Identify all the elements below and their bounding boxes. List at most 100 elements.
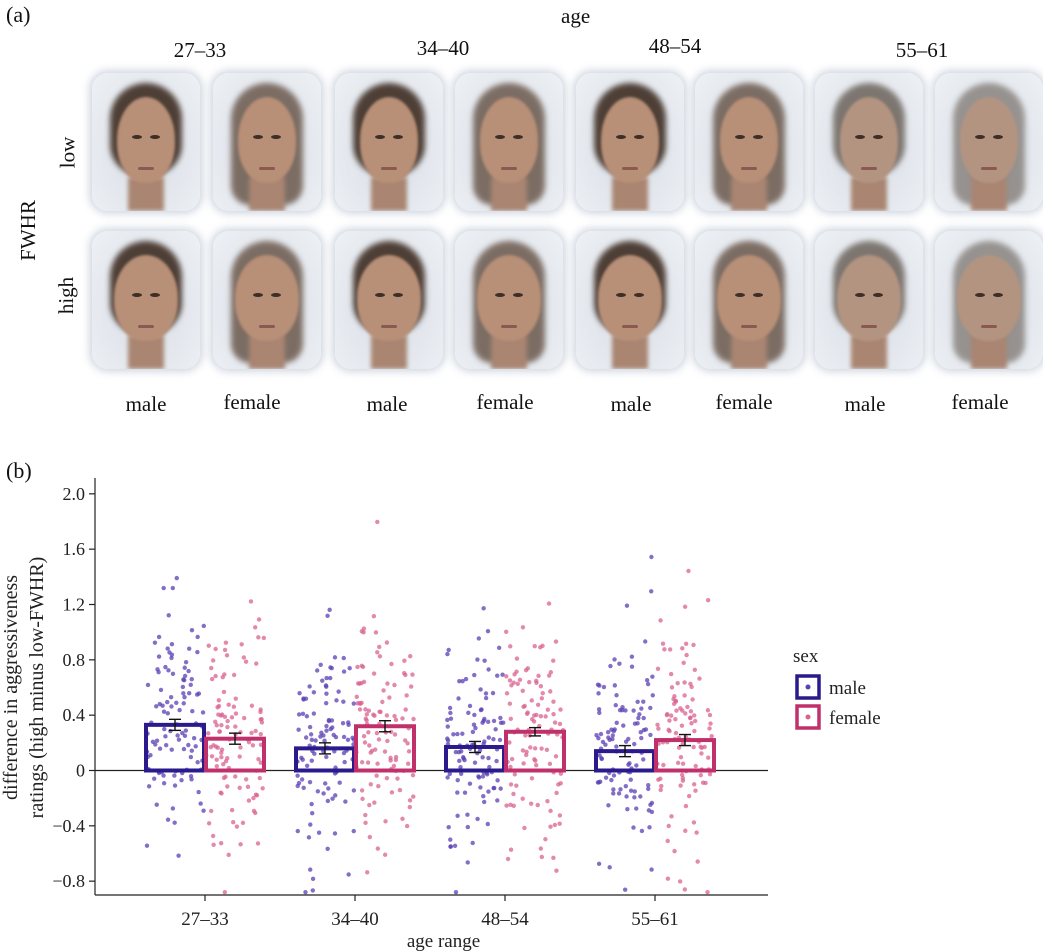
data-point-female (546, 601, 552, 606)
data-point-male (166, 668, 171, 673)
data-point-female (691, 782, 697, 787)
data-point-male (481, 799, 487, 805)
data-point-male (458, 765, 463, 770)
data-point-female (250, 743, 256, 748)
data-point-female (533, 758, 538, 763)
data-point-female (364, 712, 370, 717)
data-point-male (341, 699, 346, 704)
data-point-male (300, 711, 306, 717)
data-point-male (309, 737, 315, 743)
data-point-male (472, 672, 477, 678)
data-point-female (673, 730, 679, 736)
data-point-male (622, 887, 628, 892)
data-point-female (548, 824, 553, 829)
data-point-female (217, 729, 222, 734)
data-point-male (329, 718, 335, 723)
sex-label-1: male (125, 392, 167, 416)
data-point-female (393, 754, 399, 760)
data-point-female (260, 786, 265, 791)
data-point-male (455, 813, 460, 818)
data-point-male (606, 803, 611, 808)
data-point-male (323, 781, 328, 786)
data-point-male (311, 711, 317, 716)
data-point-female (395, 776, 400, 781)
panel-a-label: (a) (6, 2, 31, 27)
data-point-male (189, 628, 195, 633)
data-point-female (214, 757, 219, 762)
data-point-male (643, 727, 649, 732)
legend-swatch-male (795, 674, 821, 700)
data-point-female (705, 708, 711, 713)
data-point-male (472, 712, 477, 718)
data-point-female (223, 640, 229, 645)
data-point-female (522, 825, 527, 831)
data-point-female (258, 717, 263, 722)
y-tick-label: 2.0 (63, 484, 86, 504)
data-point-male (471, 722, 477, 727)
data-point-female (209, 676, 215, 682)
data-point-male (482, 658, 487, 663)
data-point-male (181, 691, 186, 696)
data-point-male (161, 773, 166, 778)
data-point-female (388, 755, 393, 761)
data-point-female (371, 671, 377, 676)
data-point-male (190, 708, 195, 714)
data-point-female (355, 664, 360, 670)
data-point-male (455, 778, 460, 783)
data-point-female (237, 785, 242, 791)
face-high-female-2 (455, 231, 563, 369)
data-point-male (617, 661, 622, 666)
data-point-female (400, 716, 405, 721)
data-point-female (245, 784, 251, 789)
data-point-female (251, 795, 256, 801)
data-point-male (161, 709, 167, 714)
data-point-female (660, 641, 666, 646)
data-point-female (225, 718, 230, 724)
data-point-female (211, 842, 216, 847)
data-point-female (375, 761, 380, 766)
data-point-female (693, 763, 698, 769)
data-point-male (638, 729, 643, 735)
data-point-female (231, 820, 236, 825)
data-point-female (216, 703, 222, 709)
data-point-male (491, 737, 496, 742)
data-point-male (631, 825, 636, 830)
data-point-female (359, 788, 365, 793)
data-point-male (316, 830, 322, 835)
data-point-male (611, 728, 617, 734)
data-point-female (682, 680, 687, 685)
data-point-male (307, 779, 313, 785)
data-point-male (631, 708, 636, 713)
data-point-female (389, 661, 394, 667)
data-point-male (180, 730, 185, 736)
data-point-male (328, 675, 333, 681)
data-point-female (209, 665, 214, 671)
data-point-female (668, 713, 674, 718)
data-point-male (624, 794, 629, 799)
data-point-female (258, 760, 264, 765)
data-point-female (688, 709, 694, 714)
data-point-female (253, 728, 258, 734)
data-point-female (397, 787, 403, 793)
data-point-female (675, 760, 681, 766)
data-point-male (611, 791, 616, 796)
data-point-female (553, 754, 559, 759)
data-point-male (177, 707, 182, 713)
data-point-male (191, 736, 197, 741)
data-point-male (165, 699, 170, 705)
data-point-male (318, 662, 323, 667)
data-point-female (548, 670, 554, 675)
data-point-male (346, 722, 351, 728)
data-point-female (520, 625, 526, 630)
data-point-male (183, 659, 189, 665)
data-point-female (551, 699, 556, 704)
data-point-male (494, 758, 499, 764)
data-point-male (332, 655, 338, 660)
data-point-female (514, 783, 519, 788)
data-point-female (384, 713, 390, 718)
data-point-male (324, 675, 329, 681)
data-point-male (452, 843, 458, 849)
data-point-female (219, 723, 224, 728)
data-point-female (391, 763, 397, 769)
data-point-female (213, 646, 218, 652)
